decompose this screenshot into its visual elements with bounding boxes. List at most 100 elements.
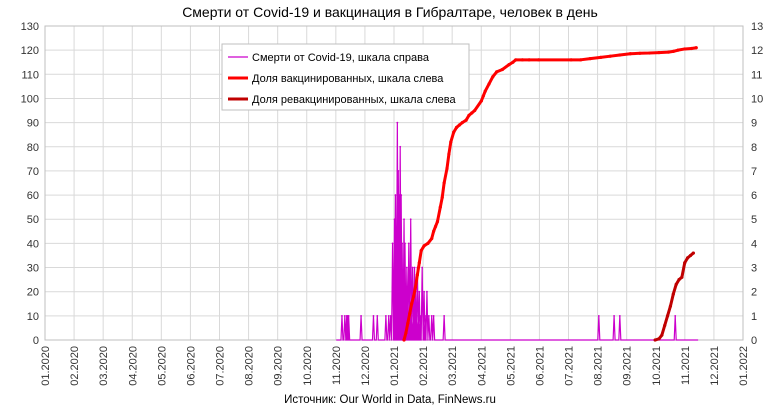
x-tick-label: 01.2022: [738, 346, 750, 386]
series-point: [680, 275, 684, 279]
x-tick-label: 05.2020: [156, 346, 168, 386]
series-point: [422, 244, 426, 248]
y-left-tick-label: 110: [21, 69, 39, 81]
deaths-point: [384, 314, 387, 317]
y-left-tick-label: 40: [27, 238, 39, 250]
x-tick-label: 10.2020: [302, 346, 314, 386]
legend-label: Доля вакцинированных, шкала слева: [252, 73, 444, 85]
x-tick-label: 07.2020: [215, 346, 227, 386]
series-point: [457, 123, 462, 127]
x-tick-label: 02.2021: [418, 346, 430, 386]
deaths-point: [404, 242, 406, 245]
deaths-point: [443, 314, 446, 317]
series-point: [500, 67, 504, 72]
series-point: [440, 195, 444, 200]
x-tick-label: 03.2020: [98, 346, 110, 386]
deaths-point: [387, 314, 390, 317]
series-point: [683, 47, 687, 51]
y-right-tick-label: 10: [751, 93, 763, 105]
deaths-point: [389, 314, 392, 317]
series-point: [411, 294, 416, 299]
series-point: [686, 256, 690, 260]
series-3: [653, 251, 695, 342]
deaths-point: [408, 290, 411, 293]
series-2: [402, 46, 698, 342]
y-left-axis: 0 10 20 30 40 50 60 70 80 90 100 110 120 130: [21, 21, 39, 347]
series-point: [495, 70, 499, 74]
y-left-tick-label: 30: [27, 263, 39, 275]
y-left-tick-label: 120: [21, 45, 39, 57]
series-point: [413, 285, 418, 289]
deaths-point: [674, 314, 677, 317]
x-tick-label: 07.2021: [564, 346, 576, 386]
y-left-tick-label: 130: [21, 21, 39, 33]
deaths-point: [376, 314, 379, 317]
series-point: [511, 60, 515, 64]
chart-title: Смерти от Covid-19 и вакцинация в Гибрал…: [182, 4, 598, 20]
y-left-tick-label: 10: [27, 311, 39, 323]
deaths-point: [432, 314, 435, 317]
series-point: [683, 261, 687, 265]
y-right-tick-label: 8: [751, 142, 757, 154]
series-point: [417, 261, 421, 265]
x-tick-label: 01.2021: [389, 346, 401, 386]
series-point: [537, 58, 541, 62]
deaths-point: [417, 314, 420, 317]
y-left-tick-label: 0: [33, 335, 39, 347]
deaths-point: [413, 266, 416, 269]
x-tick-label: 09.2021: [622, 346, 634, 386]
y-left-tick-label: 90: [27, 118, 39, 130]
series-point: [479, 99, 483, 103]
chart-source: Источник: Our World in Data, FinNews.ru: [284, 394, 496, 406]
series-point: [487, 82, 491, 86]
x-tick-label: 11.2021: [680, 346, 692, 385]
series-point: [691, 251, 695, 255]
series-point: [660, 333, 664, 337]
x-tick-label: 04.2021: [476, 346, 488, 386]
x-tick-label: 06.2020: [185, 346, 197, 386]
y-right-tick-label: 9: [751, 118, 757, 130]
series-point: [454, 125, 459, 130]
series-point: [676, 48, 680, 52]
series-point: [410, 302, 414, 306]
deaths-point: [430, 314, 433, 317]
x-tick-label: 06.2021: [534, 346, 546, 386]
deaths-line: [336, 122, 699, 341]
series-point: [689, 46, 694, 51]
y-right-tick-label: 0: [751, 335, 757, 347]
deaths-point: [427, 314, 430, 317]
y-left-tick-label: 60: [27, 190, 39, 202]
deaths-point: [426, 290, 428, 293]
series-point: [569, 58, 573, 62]
series-point: [481, 94, 485, 98]
series-point: [464, 118, 468, 122]
series-point: [514, 58, 518, 62]
y-right-tick-label: 6: [751, 190, 757, 202]
legend: Смерти от Covid-19, шкала справа Доля вак…: [221, 43, 470, 111]
y-right-tick-label: 11: [751, 69, 762, 81]
deaths-point: [347, 314, 350, 317]
series-point: [671, 292, 675, 296]
y-left-tick-label: 50: [27, 214, 39, 226]
deaths-point: [618, 314, 621, 317]
series-point: [442, 181, 446, 185]
series-point: [449, 140, 453, 144]
series-point: [688, 253, 693, 258]
series-point: [677, 278, 681, 282]
series-point: [415, 273, 419, 277]
deaths-point: [401, 242, 404, 245]
deaths-point: [423, 290, 425, 293]
series-point: [665, 314, 670, 318]
deaths-point: [372, 314, 375, 317]
series-point: [599, 55, 603, 60]
series-point: [430, 236, 434, 241]
deaths-point: [398, 194, 401, 196]
series-point: [438, 205, 442, 209]
series-point: [608, 54, 612, 58]
x-axis: 01.2020 02.2020 03.2020 04.2020 05.2020 06.20…: [40, 346, 750, 386]
series-layer: [336, 46, 699, 342]
deaths-point: [343, 314, 346, 317]
deaths-point: [410, 314, 413, 317]
